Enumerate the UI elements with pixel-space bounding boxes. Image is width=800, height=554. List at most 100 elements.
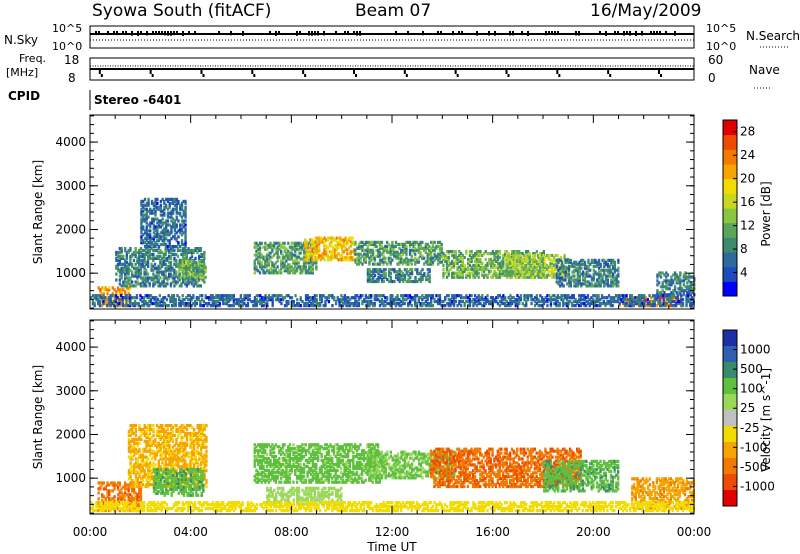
data-cell (537, 253, 540, 258)
data-cell (410, 279, 414, 284)
data-cell (629, 304, 632, 308)
data-cell (297, 241, 300, 245)
data-cell (143, 203, 147, 207)
data-cell (129, 455, 132, 459)
data-cell (283, 241, 286, 245)
data-cell (163, 231, 166, 235)
data-cell (691, 291, 694, 295)
data-cell (184, 211, 187, 215)
data-cell (535, 271, 538, 275)
data-cell (331, 304, 334, 308)
data-cell (555, 258, 558, 262)
data-cell (302, 263, 306, 267)
data-cell (255, 304, 258, 308)
data-cell (196, 247, 199, 251)
data-cell (391, 268, 394, 272)
data-cell (514, 263, 517, 267)
data-cell (118, 481, 121, 485)
data-cell (113, 302, 116, 306)
data-cell (168, 211, 171, 215)
data-cell (319, 238, 323, 242)
data-cell (530, 302, 533, 306)
data-cell (209, 296, 213, 300)
data-cell (168, 268, 171, 272)
data-cell (578, 300, 581, 304)
data-cell (176, 262, 180, 266)
data-cell (364, 242, 368, 246)
nsky-spike (275, 31, 277, 36)
data-cell (678, 300, 681, 304)
data-cell (398, 242, 401, 246)
data-cell (521, 271, 524, 275)
data-cell (116, 497, 120, 501)
data-cell (445, 269, 449, 273)
data-cell (400, 276, 403, 280)
data-cell (484, 302, 487, 306)
data-cell (586, 294, 590, 298)
data-cell (551, 275, 554, 279)
data-cell (370, 296, 373, 300)
data-cell (594, 258, 597, 262)
data-cell (675, 291, 678, 295)
data-cell (658, 271, 661, 275)
data-cell (116, 266, 120, 270)
data-cell (321, 252, 324, 256)
data-cell (533, 300, 537, 304)
data-cell (134, 479, 138, 483)
data-cell (271, 245, 274, 249)
data-cell (308, 271, 311, 275)
data-cell (227, 294, 230, 298)
data-cell (274, 261, 277, 265)
data-cell (304, 294, 308, 298)
data-cell (544, 261, 547, 265)
data-cell (419, 278, 422, 282)
data-cell (108, 497, 111, 501)
data-cell (526, 261, 530, 265)
data-cell (155, 270, 158, 274)
data-cell (675, 275, 678, 279)
data-cell (337, 236, 340, 240)
data-cell (134, 507, 137, 511)
data-cell (127, 431, 131, 436)
data-cell (153, 302, 156, 306)
data-cell (512, 261, 515, 265)
data-cell (590, 278, 594, 282)
data-cell (168, 245, 171, 249)
data-cell (452, 250, 456, 254)
data-cell (310, 269, 313, 273)
data-cell (118, 495, 121, 499)
data-cell (547, 265, 550, 269)
data-cell (639, 294, 642, 298)
data-cell (370, 278, 373, 282)
data-cell (153, 274, 157, 278)
data-cell (472, 273, 475, 277)
data-cell (161, 197, 164, 201)
data-cell (202, 275, 205, 279)
data-cell (375, 279, 378, 284)
data-cell (659, 300, 662, 304)
data-cell (590, 258, 594, 262)
data-cell (197, 298, 200, 302)
data-cell (175, 223, 178, 227)
data-cell (417, 300, 420, 304)
data-cell (166, 282, 169, 286)
data-cell (275, 294, 278, 298)
data-cell (662, 294, 665, 298)
data-cell (428, 276, 431, 280)
data-cell (359, 294, 362, 298)
data-cell (314, 250, 317, 254)
data-cell (107, 300, 110, 304)
data-cell (176, 248, 180, 253)
data-cell (123, 304, 126, 308)
data-cell (127, 497, 130, 501)
data-cell (132, 296, 135, 300)
data-cell (594, 270, 597, 274)
data-cell (209, 298, 213, 302)
data-cell (183, 269, 186, 273)
data-cell (571, 274, 574, 278)
data-cell (162, 270, 165, 274)
data-cell (170, 215, 173, 219)
data-cell (292, 241, 295, 245)
data-cell (273, 263, 276, 267)
data-cell (401, 300, 405, 304)
